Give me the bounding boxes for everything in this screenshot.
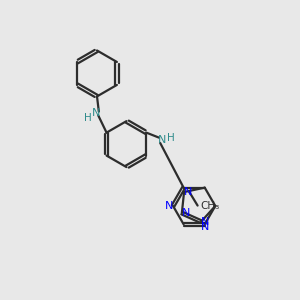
Text: H: H: [84, 113, 92, 123]
Text: N: N: [182, 208, 190, 218]
Text: N: N: [183, 187, 192, 197]
Text: N: N: [200, 217, 209, 226]
Text: N: N: [92, 108, 100, 118]
Text: N: N: [158, 135, 167, 145]
Text: N: N: [165, 201, 174, 211]
Text: H: H: [167, 133, 175, 142]
Text: CH₃: CH₃: [200, 201, 219, 211]
Text: N: N: [200, 222, 209, 232]
